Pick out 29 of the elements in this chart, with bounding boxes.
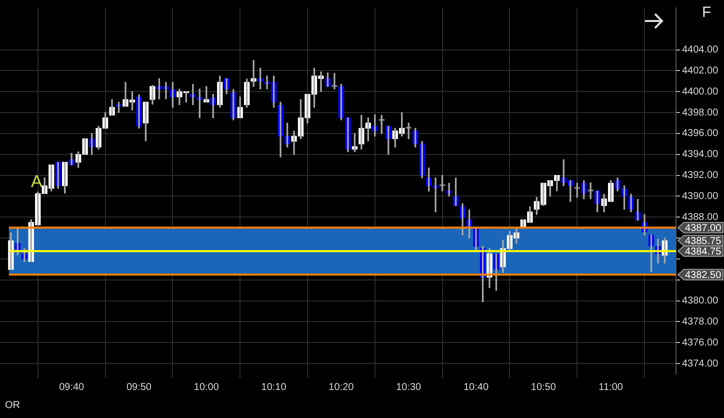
y-tick-label: 4388.00 <box>682 212 719 223</box>
y-tick-label: 4396.00 <box>682 128 719 140</box>
x-tick-label: 10:20 <box>328 382 354 393</box>
x-tick-label: 11:00 <box>598 382 624 393</box>
x-tick-label: 09:50 <box>126 382 152 393</box>
ref-line-label: 4387.00 <box>685 222 722 234</box>
x-tick-label: 10:00 <box>194 382 220 393</box>
y-tick-label: 4394.00 <box>682 149 719 160</box>
y-tick-label: 4402.00 <box>682 65 719 76</box>
y-tick-label: 4404.00 <box>682 44 719 56</box>
text: OR <box>5 400 20 411</box>
y-tick-label: 4390.00 <box>682 190 719 202</box>
x-tick-label: 10:40 <box>463 382 489 393</box>
text: F <box>702 4 712 21</box>
y-tick-label: 4378.00 <box>682 316 719 328</box>
x-tick-label: 09:40 <box>59 382 85 393</box>
y-tick-label: 4392.00 <box>682 170 719 182</box>
y-tick-label: 4380.00 <box>682 296 719 307</box>
y-tick-label: 4400.00 <box>682 86 719 98</box>
text: 4385.75 <box>685 236 722 247</box>
x-tick-label: 10:30 <box>396 382 422 393</box>
y-tick-label: 4398.00 <box>682 107 719 118</box>
ref-line-label: 4382.50 <box>685 270 722 281</box>
ref-line-label: 4384.75 <box>685 246 722 258</box>
y-tick-label: 4374.00 <box>682 358 719 370</box>
y-tick-label: 4376.00 <box>682 337 719 348</box>
x-tick-label: 10:50 <box>530 382 556 393</box>
annotation: A <box>31 172 42 192</box>
x-tick-label: 10:10 <box>261 382 287 393</box>
